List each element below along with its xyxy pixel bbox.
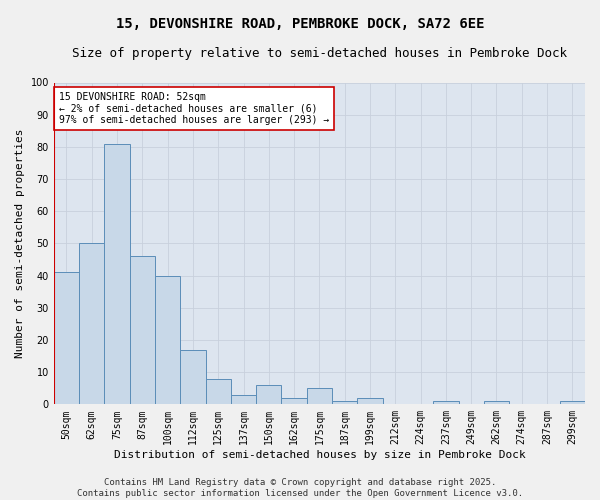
- Bar: [433, 401, 458, 404]
- Bar: [484, 401, 509, 404]
- Bar: [79, 244, 104, 404]
- Text: 15 DEVONSHIRE ROAD: 52sqm
← 2% of semi-detached houses are smaller (6)
97% of se: 15 DEVONSHIRE ROAD: 52sqm ← 2% of semi-d…: [59, 92, 329, 126]
- Y-axis label: Number of semi-detached properties: Number of semi-detached properties: [15, 128, 25, 358]
- Bar: [281, 398, 307, 404]
- Bar: [155, 276, 180, 404]
- Bar: [130, 256, 155, 404]
- Text: Contains HM Land Registry data © Crown copyright and database right 2025.
Contai: Contains HM Land Registry data © Crown c…: [77, 478, 523, 498]
- Bar: [332, 401, 358, 404]
- Bar: [307, 388, 332, 404]
- Bar: [180, 350, 206, 405]
- Bar: [206, 378, 231, 404]
- Title: Size of property relative to semi-detached houses in Pembroke Dock: Size of property relative to semi-detach…: [72, 48, 567, 60]
- Bar: [256, 385, 281, 404]
- Bar: [54, 272, 79, 404]
- Bar: [560, 401, 585, 404]
- Text: 15, DEVONSHIRE ROAD, PEMBROKE DOCK, SA72 6EE: 15, DEVONSHIRE ROAD, PEMBROKE DOCK, SA72…: [116, 18, 484, 32]
- Bar: [104, 144, 130, 404]
- Bar: [231, 394, 256, 404]
- X-axis label: Distribution of semi-detached houses by size in Pembroke Dock: Distribution of semi-detached houses by …: [113, 450, 525, 460]
- Bar: [358, 398, 383, 404]
